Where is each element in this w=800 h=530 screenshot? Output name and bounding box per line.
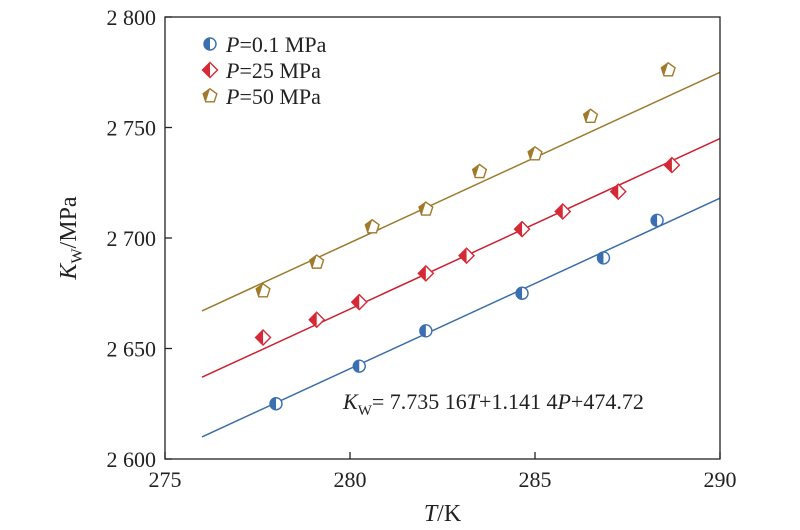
data-point-series-3	[418, 201, 434, 216]
data-point-series-3	[255, 282, 271, 298]
legend-label: P=25 MPa	[225, 58, 321, 83]
text-part: =0.1 MPa	[239, 32, 326, 57]
data-point-series-2	[609, 183, 627, 201]
text-part: =25 MPa	[239, 58, 321, 83]
data-point-series-1	[269, 397, 283, 411]
data-point-series-2	[554, 202, 572, 220]
text-part: /K	[437, 501, 462, 527]
x-tick-label: 280	[334, 467, 367, 492]
fit-line-1	[201, 197, 720, 438]
y-tick-label: 2 650	[107, 337, 157, 362]
legend-item: P=0.1 MPa	[203, 32, 327, 57]
y-axis-label: KW/MPa	[56, 196, 86, 280]
text-part: P	[225, 32, 239, 57]
x-tick-label: 290	[704, 467, 737, 492]
text-part: K	[342, 389, 359, 414]
text-part: W	[69, 248, 86, 264]
data-point-series-1	[352, 359, 366, 373]
data-point-series-3	[309, 254, 325, 269]
text-part: P	[556, 389, 570, 414]
data-point-series-3	[582, 108, 599, 123]
text-part: /MPa	[56, 196, 82, 248]
data-point-series-2	[350, 293, 368, 311]
legend-item: P=25 MPa	[201, 58, 321, 83]
legend-marker	[201, 61, 219, 79]
y-tick-label: 2 750	[107, 116, 157, 141]
legend-marker	[203, 37, 217, 51]
data-point-series-1	[419, 324, 433, 338]
fit-line-3	[201, 71, 720, 312]
text-part: T	[467, 389, 481, 414]
data-point-series-2	[308, 311, 326, 329]
text-part: =50 MPa	[239, 84, 321, 109]
y-tick-label: 2 700	[107, 226, 157, 251]
legend-label: P=50 MPa	[225, 84, 321, 109]
data-point-series-2	[417, 264, 435, 282]
data-point-series-2	[254, 328, 272, 346]
text-part: = 7.735 16	[372, 389, 467, 414]
x-axis-label: T/K	[424, 501, 462, 527]
legend-marker	[202, 87, 218, 103]
equation-annotation: KW= 7.735 16T+1.141 4P+474.72	[342, 389, 644, 419]
data-point-series-1	[650, 213, 664, 228]
data-point-series-2	[513, 220, 531, 238]
data-point-series-3	[364, 218, 380, 234]
text-part: T	[424, 501, 439, 527]
data-point-series-3	[660, 61, 676, 77]
text-part: +1.141 4	[479, 389, 557, 414]
y-tick-label: 2 600	[107, 447, 157, 472]
y-tick-label: 2 800	[107, 5, 157, 30]
data-point-series-3	[471, 163, 488, 179]
x-tick-label: 285	[519, 467, 552, 492]
legend-item: P=50 MPa	[202, 84, 321, 109]
text-part: P	[225, 84, 239, 109]
data-point-series-3	[527, 145, 543, 161]
text-part: W	[358, 403, 373, 419]
text-part: +474.72	[571, 389, 644, 414]
legend-label: P=0.1 MPa	[225, 32, 327, 57]
x-tick-label: 275	[149, 467, 182, 492]
data-point-series-1	[596, 251, 611, 265]
text-part: P	[225, 58, 239, 83]
data-point-series-1	[515, 286, 529, 300]
data-point-series-2	[458, 247, 476, 265]
text-part: K	[56, 262, 82, 281]
data-point-series-2	[663, 156, 681, 174]
